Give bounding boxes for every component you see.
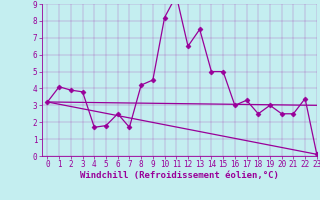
X-axis label: Windchill (Refroidissement éolien,°C): Windchill (Refroidissement éolien,°C) [80, 171, 279, 180]
